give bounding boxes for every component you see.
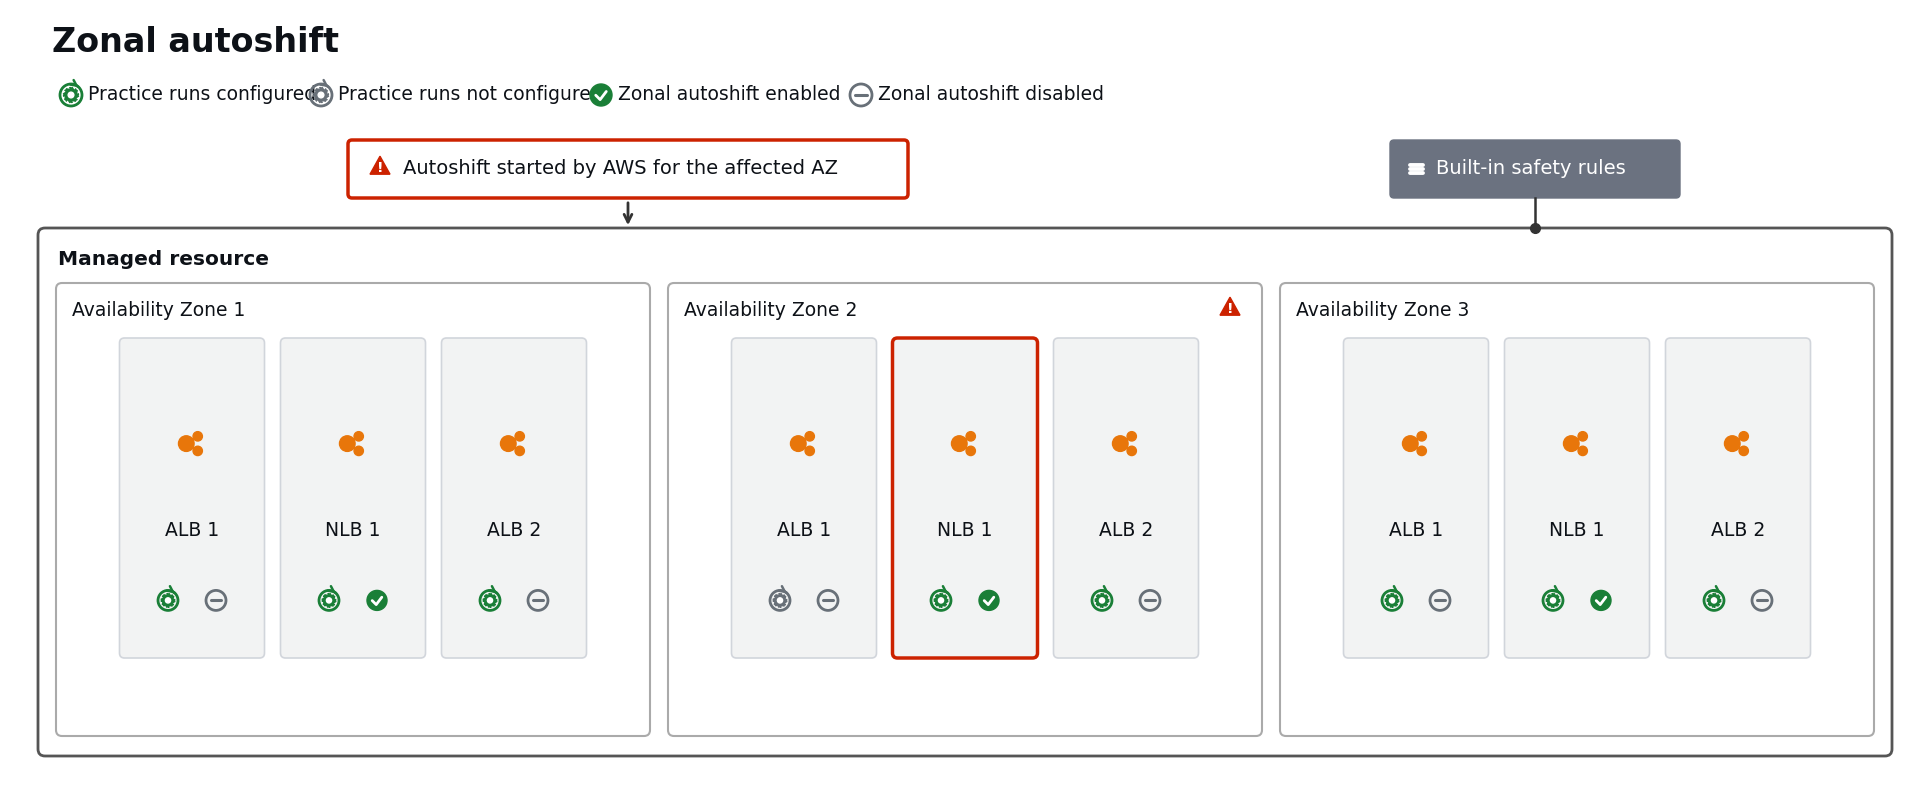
Circle shape	[515, 446, 525, 456]
Circle shape	[979, 590, 1000, 611]
Circle shape	[591, 84, 612, 106]
FancyBboxPatch shape	[1343, 338, 1488, 658]
Text: ALB 1: ALB 1	[164, 520, 220, 539]
Circle shape	[178, 435, 195, 451]
Circle shape	[951, 435, 967, 451]
Circle shape	[326, 598, 332, 603]
Circle shape	[1739, 446, 1749, 456]
Polygon shape	[772, 593, 787, 608]
Text: NLB 1: NLB 1	[326, 520, 380, 539]
Circle shape	[1403, 435, 1419, 451]
Polygon shape	[1094, 593, 1110, 608]
Polygon shape	[1386, 593, 1399, 608]
Text: Zonal autoshift enabled: Zonal autoshift enabled	[618, 86, 840, 105]
Circle shape	[1417, 432, 1426, 441]
FancyBboxPatch shape	[120, 338, 264, 658]
Circle shape	[1127, 446, 1137, 456]
FancyBboxPatch shape	[442, 338, 587, 658]
Circle shape	[1590, 590, 1612, 611]
Text: Managed resource: Managed resource	[58, 250, 268, 269]
Text: ALB 1: ALB 1	[778, 520, 832, 539]
Circle shape	[367, 590, 388, 611]
FancyBboxPatch shape	[347, 140, 907, 198]
Circle shape	[1579, 446, 1586, 456]
Text: Availability Zone 3: Availability Zone 3	[1297, 301, 1469, 320]
Circle shape	[1112, 435, 1127, 451]
FancyBboxPatch shape	[56, 283, 650, 736]
Text: Practice runs not configured: Practice runs not configured	[338, 86, 602, 105]
Circle shape	[1725, 435, 1741, 451]
Text: Practice runs configured: Practice runs configured	[89, 86, 317, 105]
Polygon shape	[64, 87, 79, 103]
Circle shape	[1100, 598, 1104, 603]
FancyBboxPatch shape	[1390, 140, 1679, 198]
Circle shape	[938, 598, 944, 603]
Circle shape	[1417, 446, 1426, 456]
Polygon shape	[160, 593, 176, 608]
Polygon shape	[1220, 297, 1239, 315]
FancyBboxPatch shape	[668, 283, 1262, 736]
Polygon shape	[322, 593, 336, 608]
Text: ALB 2: ALB 2	[1710, 520, 1766, 539]
Circle shape	[488, 598, 492, 603]
Circle shape	[193, 432, 203, 441]
Circle shape	[1712, 598, 1716, 603]
Polygon shape	[934, 593, 948, 608]
Text: ALB 2: ALB 2	[486, 520, 540, 539]
Text: Availability Zone 1: Availability Zone 1	[71, 301, 245, 320]
Circle shape	[68, 92, 73, 97]
Polygon shape	[1706, 593, 1722, 608]
Text: Zonal autoshift disabled: Zonal autoshift disabled	[878, 86, 1104, 105]
FancyBboxPatch shape	[1280, 283, 1874, 736]
Circle shape	[805, 446, 814, 456]
Text: Availability Zone 2: Availability Zone 2	[683, 301, 857, 320]
Polygon shape	[482, 593, 498, 608]
FancyBboxPatch shape	[280, 338, 425, 658]
Circle shape	[1579, 432, 1586, 441]
Circle shape	[778, 598, 782, 603]
Circle shape	[967, 432, 975, 441]
Circle shape	[805, 432, 814, 441]
Text: NLB 1: NLB 1	[938, 520, 992, 539]
Circle shape	[791, 435, 807, 451]
FancyBboxPatch shape	[1505, 338, 1650, 658]
Circle shape	[318, 92, 324, 97]
FancyBboxPatch shape	[1666, 338, 1810, 658]
FancyBboxPatch shape	[39, 228, 1891, 756]
Text: ALB 1: ALB 1	[1390, 520, 1444, 539]
Polygon shape	[371, 156, 390, 174]
Circle shape	[1550, 598, 1556, 603]
Circle shape	[1563, 435, 1579, 451]
Text: !: !	[1227, 302, 1233, 316]
Circle shape	[1390, 598, 1395, 603]
FancyBboxPatch shape	[1054, 338, 1199, 658]
Text: Autoshift started by AWS for the affected AZ: Autoshift started by AWS for the affecte…	[403, 160, 838, 178]
Circle shape	[353, 446, 363, 456]
Circle shape	[1739, 432, 1749, 441]
Text: Zonal autoshift: Zonal autoshift	[52, 25, 340, 58]
Text: NLB 1: NLB 1	[1550, 520, 1604, 539]
Circle shape	[340, 435, 355, 451]
Circle shape	[1127, 432, 1137, 441]
Text: ALB 2: ALB 2	[1098, 520, 1152, 539]
FancyBboxPatch shape	[892, 338, 1038, 658]
Circle shape	[166, 598, 170, 603]
Text: Built-in safety rules: Built-in safety rules	[1436, 160, 1625, 178]
Polygon shape	[1546, 593, 1559, 608]
Circle shape	[500, 435, 515, 451]
FancyBboxPatch shape	[731, 338, 876, 658]
Circle shape	[967, 446, 975, 456]
Circle shape	[515, 432, 525, 441]
Polygon shape	[313, 87, 328, 103]
Circle shape	[193, 446, 203, 456]
Circle shape	[353, 432, 363, 441]
Text: !: !	[376, 161, 384, 175]
